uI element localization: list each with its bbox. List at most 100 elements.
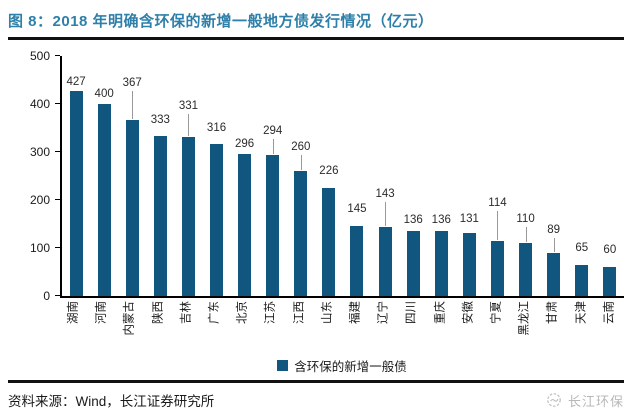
y-tick-label: 400 bbox=[29, 97, 50, 111]
bar-value-label: 65 bbox=[575, 241, 589, 254]
bar-slot-福建: 145 bbox=[343, 56, 371, 296]
x-label-cell: 福建 bbox=[342, 298, 370, 354]
bar-value-label: 110 bbox=[516, 213, 535, 226]
label-leader-line bbox=[525, 227, 527, 243]
bar-slot-江苏: 294 bbox=[259, 56, 287, 296]
bar-value-label: 400 bbox=[94, 88, 114, 100]
bar bbox=[210, 144, 224, 296]
bar bbox=[125, 119, 139, 296]
bar-value-label: 316 bbox=[206, 122, 227, 135]
bar bbox=[519, 243, 533, 296]
bar-slot-甘肃: 89 bbox=[540, 56, 568, 296]
title-divider-line bbox=[8, 37, 624, 40]
x-label: 安徽 bbox=[462, 301, 475, 324]
x-label: 天津 bbox=[575, 301, 588, 324]
bar-slot-江西: 260 bbox=[287, 56, 315, 296]
bar-slot-辽宁: 143 bbox=[371, 56, 399, 296]
bar-value-label: 226 bbox=[319, 164, 339, 177]
bar bbox=[575, 264, 589, 296]
y-tick-label: 0 bbox=[43, 289, 50, 303]
bar-value-label: 89 bbox=[547, 224, 561, 237]
bar bbox=[266, 154, 280, 296]
bar-slot-云南: 60 bbox=[596, 56, 624, 296]
bar bbox=[153, 136, 167, 296]
bar bbox=[238, 153, 252, 296]
bar-value-label: 143 bbox=[375, 188, 395, 201]
x-label: 宁夏 bbox=[490, 301, 503, 324]
bar-slot-陕西: 333 bbox=[146, 56, 174, 296]
bar-slot-吉林: 331 bbox=[174, 56, 202, 296]
legend-swatch bbox=[277, 359, 289, 371]
plot-area: 427 400 367 333 331 316 296 294 260 226 145 143 136 1… bbox=[60, 56, 624, 298]
x-label-cell: 宁夏 bbox=[483, 298, 511, 354]
x-label: 黑龙江 bbox=[518, 301, 531, 336]
bar bbox=[547, 253, 561, 296]
bar-slot-四川: 136 bbox=[399, 56, 427, 296]
bar-slot-内蒙古: 367 bbox=[118, 56, 146, 296]
label-leader-line bbox=[385, 202, 387, 227]
bar-value-label: 145 bbox=[347, 203, 367, 216]
legend-spacer bbox=[8, 354, 60, 374]
x-label: 云南 bbox=[603, 301, 616, 324]
x-label: 陕西 bbox=[152, 301, 165, 324]
x-label-cell: 甘肃 bbox=[539, 298, 567, 354]
bar bbox=[294, 171, 308, 296]
x-label-cell: 云南 bbox=[596, 298, 624, 354]
changjiang-logo-icon bbox=[547, 393, 561, 407]
x-label-cell: 安徽 bbox=[455, 298, 483, 354]
changjiang-huanbao-logo: 长江环保 bbox=[545, 391, 624, 410]
label-leader-line bbox=[300, 155, 302, 171]
x-label: 福建 bbox=[349, 301, 362, 324]
bar bbox=[69, 91, 83, 296]
y-tick-label: 300 bbox=[29, 145, 50, 159]
x-label: 内蒙古 bbox=[123, 301, 136, 336]
logo-text: 长江环保 bbox=[567, 393, 624, 409]
x-label-cell: 内蒙古 bbox=[116, 298, 144, 354]
bar-value-label: 427 bbox=[66, 76, 86, 89]
y-tick-mark bbox=[55, 247, 60, 248]
x-label: 辽宁 bbox=[377, 301, 390, 324]
x-label: 湖南 bbox=[67, 301, 80, 324]
label-leader-line bbox=[553, 238, 555, 253]
label-leader-line bbox=[272, 138, 274, 154]
x-label: 北京 bbox=[236, 301, 249, 324]
y-tick-label: 500 bbox=[29, 49, 50, 63]
chart-legend: 含环保的新增一般债 bbox=[60, 356, 624, 374]
bar-slot-宁夏: 114 bbox=[483, 56, 511, 296]
bar-slot-湖南: 427 bbox=[62, 56, 90, 296]
bar-value-label: 114 bbox=[488, 197, 507, 210]
footer: 资料来源：Wind，长江证券研究所 长江环保 bbox=[8, 383, 624, 410]
label-leader-line bbox=[188, 114, 190, 137]
x-label-cell: 四川 bbox=[398, 298, 426, 354]
x-label-cell: 陕西 bbox=[145, 298, 173, 354]
bar-value-label: 131 bbox=[459, 213, 479, 226]
bar bbox=[490, 241, 504, 296]
y-tick-mark bbox=[55, 103, 60, 104]
label-leader-line bbox=[132, 90, 134, 119]
bar-value-label: 331 bbox=[178, 100, 199, 113]
bar bbox=[603, 267, 617, 296]
x-label-cell: 北京 bbox=[229, 298, 257, 354]
x-label: 山东 bbox=[321, 301, 334, 324]
x-label-cell: 湖南 bbox=[60, 298, 88, 354]
bar-value-label: 333 bbox=[150, 114, 170, 127]
bar-slot-广东: 316 bbox=[202, 56, 230, 296]
x-label: 江西 bbox=[293, 301, 306, 324]
x-label: 甘肃 bbox=[546, 301, 559, 324]
figure-title: 图 8：2018 年明确含环保的新增一般地方债发行情况（亿元） bbox=[8, 13, 434, 30]
x-label: 江苏 bbox=[264, 301, 277, 324]
bar bbox=[378, 227, 392, 296]
bar-value-label: 367 bbox=[122, 76, 142, 89]
y-tick-mark bbox=[55, 151, 60, 152]
bar-value-label: 296 bbox=[235, 137, 255, 150]
y-tick-label: 100 bbox=[29, 241, 50, 255]
x-label-cell: 江苏 bbox=[257, 298, 285, 354]
x-label: 吉林 bbox=[180, 301, 193, 324]
bar bbox=[97, 104, 111, 296]
bar-slot-河南: 400 bbox=[90, 56, 118, 296]
bar-slot-山东: 226 bbox=[315, 56, 343, 296]
x-label-cell: 重庆 bbox=[427, 298, 455, 354]
x-label: 重庆 bbox=[434, 301, 447, 324]
y-tick-mark bbox=[55, 199, 60, 200]
